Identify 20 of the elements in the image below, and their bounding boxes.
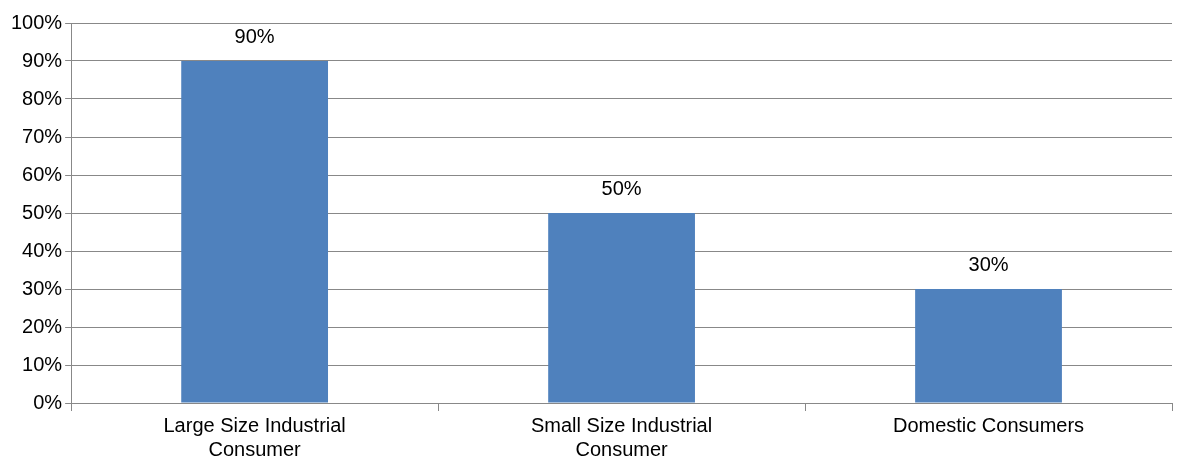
y-tick-label: 0% — [33, 390, 63, 413]
y-tick-label: 20% — [22, 314, 63, 337]
x-tick-label: Domestic Consumers — [892, 413, 1085, 436]
x-tick-label: Large Size Industrial Consumer — [163, 413, 346, 460]
bar — [181, 61, 329, 403]
y-tick-label: 80% — [22, 86, 63, 109]
y-tick-label: 30% — [22, 276, 63, 299]
y-tick-label: 10% — [22, 352, 63, 375]
bar — [915, 289, 1062, 403]
y-tick-label: 60% — [22, 162, 63, 185]
y-tick-label: 50% — [22, 200, 63, 223]
bar — [548, 213, 695, 403]
y-tick-label: 70% — [22, 124, 63, 147]
data-label: 30% — [968, 252, 1009, 275]
y-tick-label: 40% — [22, 238, 63, 261]
y-tick-label: 100% — [11, 10, 63, 33]
data-label: 50% — [601, 176, 642, 199]
y-tick-label: 90% — [22, 48, 63, 71]
data-label: 90% — [234, 24, 275, 47]
x-tick-label: Small Size Industrial Consumer — [530, 413, 713, 460]
